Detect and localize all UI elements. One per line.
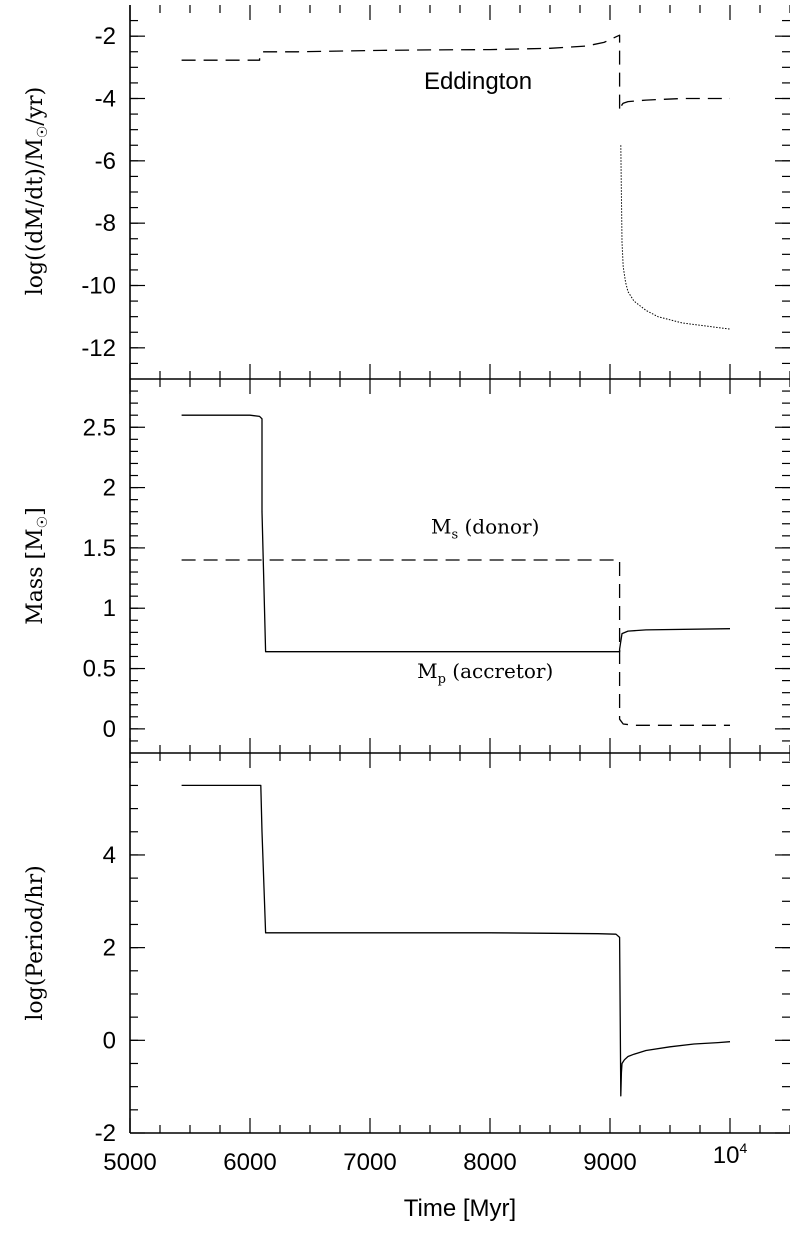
x-tick-label: 6000 (223, 1149, 276, 1176)
y-tick-label: 4 (103, 842, 116, 869)
mass-curves (181, 414, 731, 726)
mass-annotations: Ms (donor) Mp (accretor) (417, 514, 553, 687)
y-tick-label: 0 (103, 1027, 116, 1054)
period-panel: -2 0 2 4 log(Period/hr) (23, 753, 790, 1147)
y-tick-label: -4 (95, 86, 116, 113)
mass-rate-curves (181, 34, 731, 330)
y-tick-label: -10 (81, 273, 116, 300)
y-tick-label: 2.5 (83, 414, 116, 441)
x-axis-title: Time [Myr] (404, 1195, 516, 1222)
x-tick-label: 5000 (103, 1149, 156, 1176)
series-line (181, 414, 731, 653)
plot-frame (129, 5, 790, 1134)
series-line (181, 559, 730, 726)
mass-rate-annotations: Eddington (424, 68, 532, 95)
mass-rate-y-axis-title: log((dM/dt)/M☉/yr) (23, 87, 51, 296)
y-tick-label: -2 (95, 23, 116, 50)
x-tick-labels: 5000 6000 7000 8000 9000 104 (103, 1140, 747, 1176)
mass-panel: 0 0.5 1 1.5 2 2.5 Ms (donor) Mp (accretor) Mas… (23, 379, 790, 753)
y-tick-label: -6 (95, 148, 116, 175)
series-line (181, 784, 731, 1097)
mass-tick-labels: 0 0.5 1 1.5 2 2.5 (83, 414, 116, 743)
period-y-axis-title: log(Period/hr) (23, 865, 48, 1020)
sun-symbol-icon: ☉ (35, 516, 51, 529)
y-tick-label: 1.5 (83, 535, 116, 562)
y-tick-label: 0 (103, 716, 116, 743)
period-curves (181, 784, 731, 1097)
x-tick-label: 9000 (583, 1149, 636, 1176)
mass-ticks (129, 379, 790, 753)
mass-y-axis-title: Mass [M☉] (23, 507, 51, 624)
y-tick-label: -12 (81, 335, 116, 362)
sun-symbol-icon: ☉ (35, 126, 51, 139)
mass-rate-tick-labels: -2 -4 -6 -8 -10 -12 (81, 23, 116, 362)
mass-transfer-rate-panel: -2 -4 -6 -8 -10 -12 Eddington log((dM/dt)/M☉/… (23, 5, 790, 379)
y-tick-label: 2 (103, 475, 116, 502)
y-tick-label: 1 (103, 595, 116, 622)
mass-rate-ticks (129, 5, 790, 379)
series-line (181, 34, 730, 112)
y-tick-label: -2 (95, 1120, 116, 1147)
y-tick-label: 0.5 (83, 656, 116, 683)
series-annotation: Ms (donor) (431, 514, 539, 542)
period-tick-labels: -2 0 2 4 (95, 842, 116, 1147)
series-annotation: Eddington (424, 68, 532, 95)
y-tick-label: 2 (103, 935, 116, 962)
period-ticks (129, 753, 790, 1134)
x-tick-label: 7000 (343, 1149, 396, 1176)
y-tick-label: -8 (95, 210, 116, 237)
x-tick-label: 8000 (463, 1149, 516, 1176)
x-tick-label: 104 (713, 1140, 748, 1169)
series-annotation: Mp (accretor) (417, 659, 553, 687)
series-line (620, 145, 731, 330)
